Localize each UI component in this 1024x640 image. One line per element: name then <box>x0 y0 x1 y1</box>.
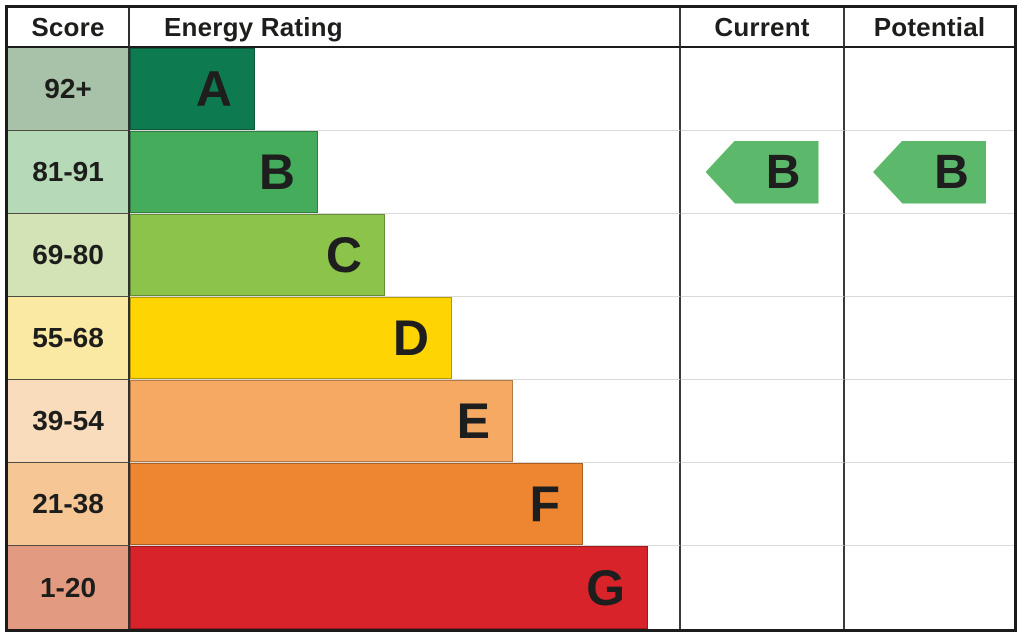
current-cell-d <box>681 297 845 380</box>
score-range-c: 69-80 <box>8 214 130 297</box>
band-row-d: D <box>130 297 681 380</box>
score-range-b: 81-91 <box>8 131 130 214</box>
potential-cell-d <box>845 297 1014 380</box>
epc-table: Score Energy Rating Current Potential 92… <box>5 5 1017 632</box>
band-bar-e: E <box>130 380 513 462</box>
header-current: Current <box>681 8 845 48</box>
potential-cell-e <box>845 380 1014 463</box>
band-bar-f-letter: F <box>529 476 560 532</box>
band-bar-g-letter: G <box>586 559 625 616</box>
potential-rating-badge: B <box>873 140 986 204</box>
header-potential: Potential <box>845 8 1014 48</box>
header-energy-rating-label: Energy Rating <box>164 11 343 42</box>
score-range-a-label: 92+ <box>44 73 92 104</box>
band-row-c: C <box>130 214 681 297</box>
score-range-a: 92+ <box>8 48 130 131</box>
current-rating-letter: B <box>765 145 801 199</box>
current-cell-e <box>681 380 845 463</box>
header-energy-rating: Energy Rating <box>130 8 681 48</box>
potential-cell-a <box>845 48 1014 131</box>
score-range-b-label: 81-91 <box>32 156 104 187</box>
score-range-f-label: 21-38 <box>32 488 104 519</box>
header-score: Score <box>8 8 130 48</box>
band-bar-a-letter: A <box>195 61 232 117</box>
score-range-f: 21-38 <box>8 463 130 546</box>
band-row-a: A <box>130 48 681 131</box>
band-row-b: B <box>130 131 681 214</box>
band-bar-a: A <box>130 48 255 130</box>
band-bar-d-letter: D <box>392 310 429 366</box>
band-bar-e-letter: E <box>456 393 490 449</box>
current-rating-badge: B <box>705 140 819 204</box>
potential-cell-f <box>845 463 1014 546</box>
band-row-f: F <box>130 463 681 546</box>
band-bar-b-letter: B <box>258 144 295 200</box>
score-range-e-label: 39-54 <box>32 405 104 436</box>
band-bar-g: G <box>130 546 648 629</box>
band-bar-c-letter: C <box>325 227 362 283</box>
band-row-e: E <box>130 380 681 463</box>
score-range-g-label: 1-20 <box>39 571 97 603</box>
band-bar-d: D <box>130 297 452 379</box>
header-score-label: Score <box>31 11 105 42</box>
potential-cell-c <box>845 214 1014 297</box>
current-cell-c <box>681 214 845 297</box>
header-potential-label: Potential <box>873 11 986 42</box>
current-cell-g <box>681 546 845 629</box>
potential-cell-b: B <box>845 131 1014 214</box>
current-cell-f <box>681 463 845 546</box>
score-range-d-label: 55-68 <box>32 322 104 353</box>
score-range-e: 39-54 <box>8 380 130 463</box>
current-cell-a <box>681 48 845 131</box>
header-current-label: Current <box>714 11 810 42</box>
band-bar-c: C <box>130 214 385 296</box>
band-bar-b: B <box>130 131 318 213</box>
score-range-g: 1-20 <box>8 546 130 629</box>
score-range-c-label: 69-80 <box>32 239 104 270</box>
potential-rating-letter: B <box>934 145 969 199</box>
potential-cell-g <box>845 546 1014 629</box>
band-bar-f: F <box>130 463 583 545</box>
band-row-g: G <box>130 546 681 629</box>
score-range-d: 55-68 <box>8 297 130 380</box>
current-cell-b: B <box>681 131 845 214</box>
